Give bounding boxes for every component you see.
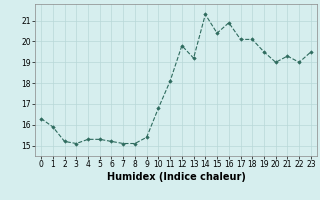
X-axis label: Humidex (Indice chaleur): Humidex (Indice chaleur) [107,172,245,182]
